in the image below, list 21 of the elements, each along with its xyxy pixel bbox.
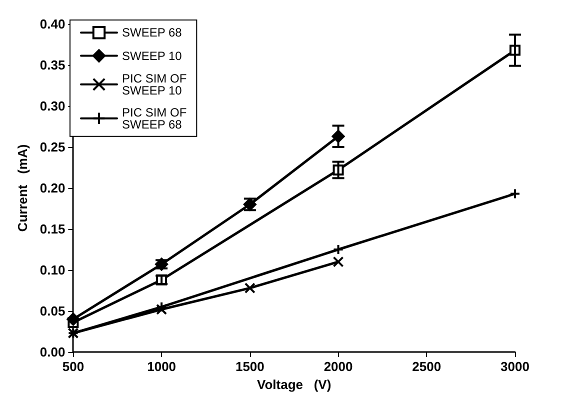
legend-label: PIC SIM OF SWEEP 68 — [122, 105, 187, 132]
legend-label: SWEEP 10 — [122, 48, 182, 63]
x-tick-label: 2000 — [324, 359, 353, 374]
y-tick-label: 0.20 — [40, 180, 66, 196]
y-tick-label: 0.40 — [40, 16, 66, 32]
y-tick-label: 0.35 — [40, 58, 66, 72]
x-tick-label: 500 — [62, 359, 84, 374]
y-tick-label: 0.00 — [40, 344, 66, 360]
y-tick-label: 0.05 — [40, 304, 66, 318]
y-axis-title: Current (mA) — [15, 144, 30, 232]
y-tick-label: 0.10 — [40, 262, 66, 278]
x-tick-label: 3000 — [500, 359, 530, 374]
y-tick-label: 0.15 — [40, 222, 66, 236]
y-tick-label: 0.30 — [40, 98, 66, 114]
x-axis-title: Voltage (V) — [257, 376, 332, 392]
legend-label: PIC SIM OF SWEEP 10 — [122, 71, 187, 98]
x-tick-label: 2500 — [412, 359, 442, 374]
y-tick-label: 0.25 — [40, 140, 66, 154]
legend-label: SWEEP 68 — [122, 26, 182, 40]
x-tick-label: 1500 — [235, 359, 264, 374]
x-tick-label: 1000 — [147, 359, 176, 374]
